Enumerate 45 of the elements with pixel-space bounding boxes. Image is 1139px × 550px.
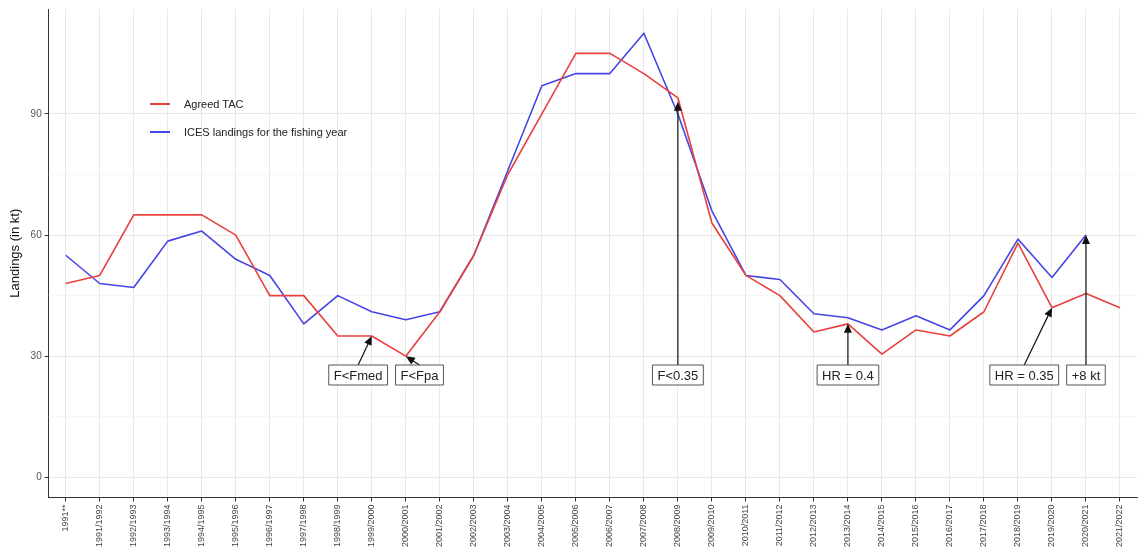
x-tick-label: 2002/2003 [468,504,479,547]
annotation: F<Fpa [400,367,440,383]
legend-label: Agreed TAC [184,98,244,110]
x-tick-label: 2004/2005 [536,504,547,547]
annotation: F<0.35 [657,367,699,383]
annotation: HR = 0.35 [994,367,1054,383]
legend-label: ICES landings for the fishing year [184,126,348,138]
x-tick-label: 2014/2015 [876,504,887,547]
x-tick-label: 1993/1994 [162,504,173,547]
x-tick-label: 2016/2017 [944,504,955,547]
annotation: +8 kt [1071,367,1101,383]
x-tick-label: 1995/1996 [230,504,241,547]
x-tick-label: 2013/2014 [842,504,853,547]
y-tick-label: 90 [30,107,43,119]
y-tick-label: 30 [30,349,43,361]
x-tick-label: 2020/2021 [1080,504,1091,547]
x-tick-label: 1999/2000 [366,504,377,547]
x-tick-label: 2015/2016 [910,504,921,547]
x-tick-label: 2019/2020 [1046,504,1057,547]
x-tick-label: 2010/2011 [740,504,751,547]
y-tick-label: 60 [30,228,43,240]
x-tick-label: 2021/2022 [1114,504,1125,547]
annotation: F<Fmed [333,367,383,383]
x-tick-label: 2017/2018 [978,504,989,547]
annotation: HR = 0.4 [822,367,874,383]
y-tick-label: 0 [36,471,43,483]
x-tick-label: 2011/2012 [774,504,785,547]
x-tick-label: 2018/2019 [1012,504,1023,547]
x-tick-label: 2012/2013 [808,504,819,547]
x-tick-label: 1991/1992 [94,504,105,547]
x-tick-label: 2003/2004 [502,504,513,547]
x-tick-label: 2007/2008 [638,504,649,547]
x-tick-label: 1992/1993 [128,504,139,547]
x-tick-label: 1994/1995 [196,504,207,547]
x-tick-label: 2009/2010 [706,504,717,547]
y-axis-title: Landings (in kt) [7,208,23,298]
x-tick-label: 2001/2002 [434,504,445,547]
x-tick-label: 2000/2001 [400,504,411,547]
x-tick-label: 2005/2006 [570,504,581,547]
x-tick-label: 1998/1999 [332,504,343,547]
x-tick-label: 2008/2009 [672,504,683,547]
x-tick-label: 1996/1997 [264,504,275,547]
x-tick-label: 2006/2007 [604,504,615,547]
x-tick-label: 1997/1998 [298,504,309,547]
x-tick-label: 1991** [60,503,71,532]
